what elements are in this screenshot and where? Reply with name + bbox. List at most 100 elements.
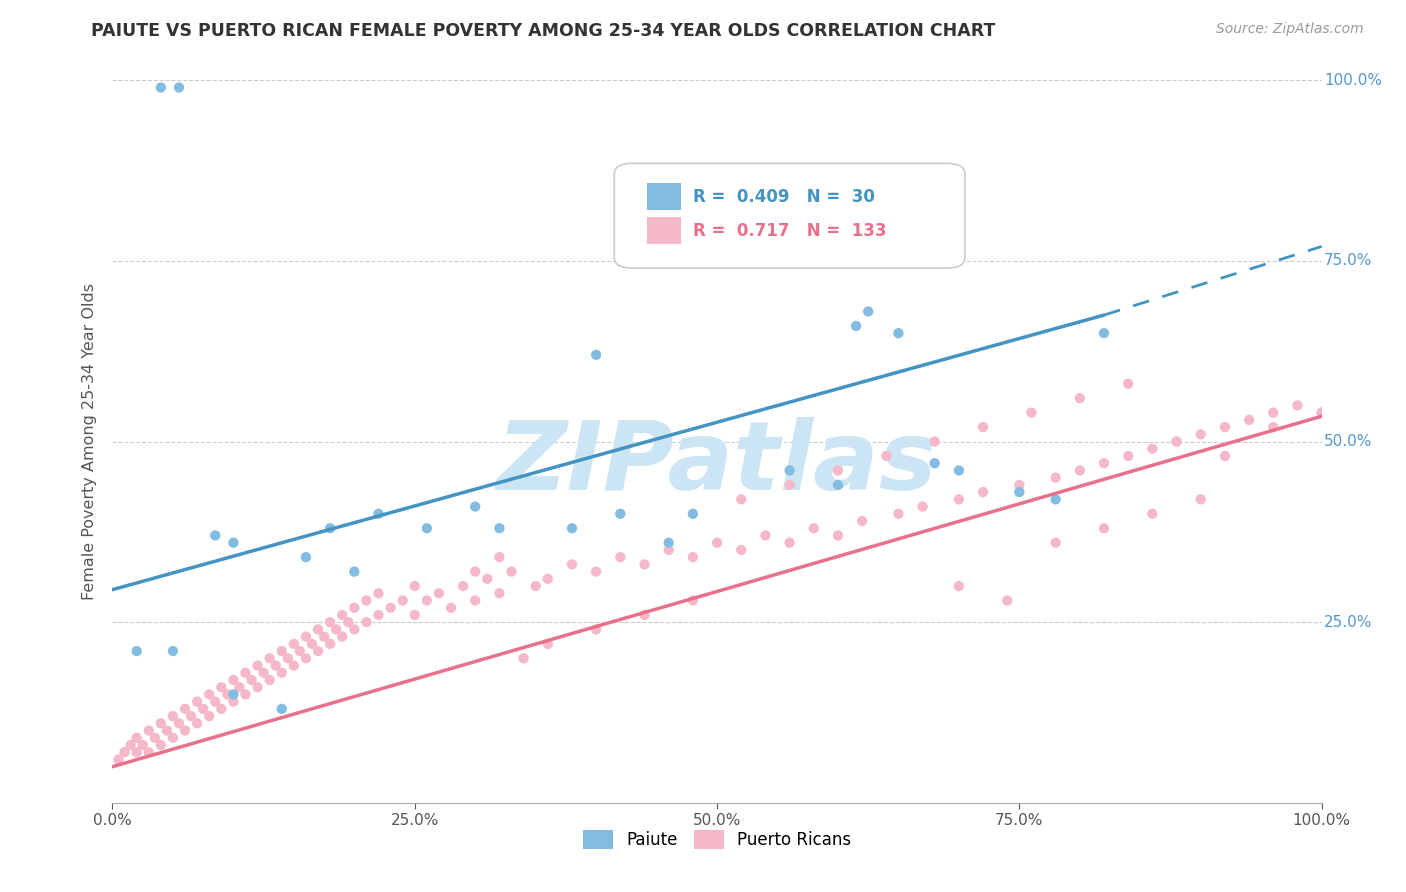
Point	[253, 665, 276, 680]
Text: R =  0.717   N =  133: R = 0.717 N = 133	[693, 221, 886, 240]
Legend: Paiute, Puerto Ricans: Paiute, Puerto Ricans	[576, 823, 858, 856]
Point	[972, 485, 994, 500]
Point	[222, 535, 245, 549]
Text: 100.0%: 100.0%	[1324, 73, 1382, 87]
Point	[658, 535, 681, 549]
Point	[283, 658, 305, 673]
Point	[501, 565, 523, 579]
Point	[845, 318, 868, 333]
Text: ZIPatlas: ZIPatlas	[496, 417, 938, 509]
Point	[1069, 391, 1091, 405]
Point	[827, 478, 849, 492]
Point	[337, 615, 360, 630]
Point	[270, 702, 292, 716]
Point	[948, 492, 970, 507]
Y-axis label: Female Poverty Among 25-34 Year Olds: Female Poverty Among 25-34 Year Olds	[82, 283, 97, 600]
Point	[149, 738, 172, 752]
Point	[319, 637, 342, 651]
Point	[1092, 326, 1115, 340]
Point	[1092, 456, 1115, 470]
Point	[779, 478, 801, 492]
Point	[209, 680, 232, 694]
Point	[301, 637, 323, 651]
Point	[330, 607, 353, 622]
Point	[658, 542, 681, 557]
Point	[585, 348, 607, 362]
Point	[1166, 434, 1188, 449]
Point	[325, 623, 347, 637]
Point	[730, 492, 752, 507]
Point	[259, 673, 281, 687]
Point	[887, 326, 910, 340]
Point	[464, 500, 486, 514]
Point	[803, 521, 825, 535]
Point	[404, 579, 426, 593]
Bar	[647, 183, 681, 211]
Point	[488, 550, 510, 565]
Point	[246, 658, 269, 673]
Point	[1189, 427, 1212, 442]
Point	[754, 528, 776, 542]
Point	[295, 630, 318, 644]
Point	[875, 449, 897, 463]
Point	[132, 738, 155, 752]
Point	[120, 738, 142, 752]
FancyBboxPatch shape	[614, 163, 965, 268]
Point	[295, 651, 318, 665]
Point	[1213, 420, 1236, 434]
Point	[162, 709, 184, 723]
Point	[1310, 406, 1333, 420]
Point	[512, 651, 534, 665]
Point	[561, 558, 583, 572]
Point	[1189, 492, 1212, 507]
Point	[295, 550, 318, 565]
Point	[330, 630, 353, 644]
Point	[524, 579, 547, 593]
Point	[186, 716, 208, 731]
Point	[125, 644, 148, 658]
Point	[633, 558, 655, 572]
Point	[537, 572, 560, 586]
Point	[609, 550, 631, 565]
Point	[948, 579, 970, 593]
Point	[380, 600, 402, 615]
Point	[440, 600, 463, 615]
Point	[319, 615, 342, 630]
Point	[162, 731, 184, 745]
Point	[827, 528, 849, 542]
Point	[288, 644, 311, 658]
Point	[235, 665, 257, 680]
Point	[585, 623, 607, 637]
Point	[1263, 420, 1285, 434]
Point	[488, 521, 510, 535]
Point	[198, 709, 221, 723]
Point	[222, 695, 245, 709]
Point	[125, 745, 148, 759]
Point	[464, 565, 486, 579]
Point	[270, 665, 292, 680]
Point	[149, 716, 172, 731]
Point	[537, 637, 560, 651]
Point	[125, 731, 148, 745]
Point	[1166, 434, 1188, 449]
Text: 25.0%: 25.0%	[1324, 615, 1372, 630]
Point	[451, 579, 474, 593]
Point	[995, 593, 1018, 607]
Point	[1092, 521, 1115, 535]
Point	[609, 507, 631, 521]
Point	[561, 521, 583, 535]
Point	[682, 593, 704, 607]
Point	[427, 586, 450, 600]
Point	[149, 80, 172, 95]
Point	[1263, 406, 1285, 420]
Point	[1116, 376, 1139, 391]
Point	[391, 593, 413, 607]
Point	[270, 644, 292, 658]
Point	[924, 456, 946, 470]
Point	[228, 680, 250, 694]
Point	[307, 623, 329, 637]
Point	[779, 535, 801, 549]
Point	[1213, 449, 1236, 463]
Point	[730, 542, 752, 557]
Point	[114, 745, 136, 759]
